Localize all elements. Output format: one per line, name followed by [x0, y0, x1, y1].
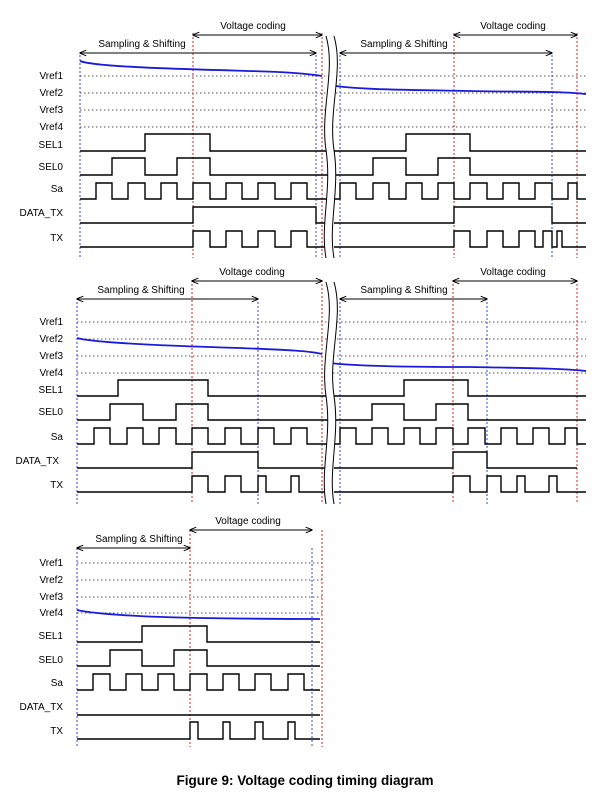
label-sa: Sa — [51, 184, 64, 195]
voltage-coding-label: Voltage coding — [219, 267, 285, 278]
voltage-curve — [329, 84, 587, 95]
time-markers — [79, 33, 578, 258]
panel-2: Vref1 Vref2 Vref3 Vref4 SEL1 SEL0 Sa DAT… — [15, 267, 587, 505]
label-data-tx: DATA_TX — [19, 208, 63, 219]
sel0-waveform — [80, 157, 586, 176]
sampling-label: Sampling & Shifting — [98, 39, 185, 50]
sampling-label: Sampling & Shifting — [360, 39, 447, 50]
sel0-waveform — [77, 649, 320, 667]
label-vref4: Vref4 — [39, 368, 63, 379]
label-tx: TX — [50, 233, 63, 244]
time-break-mark — [323, 281, 338, 505]
tx-waveform — [80, 230, 586, 248]
label-vref4: Vref4 — [39, 608, 63, 619]
voltage-coding-label: Voltage coding — [480, 21, 546, 32]
label-vref3: Vref3 — [39, 105, 63, 116]
label-sel0: SEL0 — [39, 655, 64, 666]
label-vref1: Vref1 — [39, 558, 63, 569]
time-markers — [76, 530, 323, 747]
voltage-curve — [76, 337, 323, 355]
voltage-curve — [76, 609, 321, 620]
label-vref4: Vref4 — [39, 122, 63, 133]
label-sa: Sa — [51, 678, 64, 689]
label-sel1: SEL1 — [39, 140, 64, 151]
label-tx: TX — [50, 480, 63, 491]
panel-1: Vref1 Vref2 Vref3 Vref4 SEL1 SEL0 Sa DAT… — [19, 21, 587, 259]
sel1-waveform — [80, 133, 586, 152]
time-break-mark — [323, 35, 338, 259]
label-vref2: Vref2 — [39, 88, 63, 99]
sa-waveform — [77, 427, 586, 445]
label-vref1: Vref1 — [39, 71, 63, 82]
figure-caption: Figure 9: Voltage coding timing diagram — [176, 773, 433, 788]
sel1-waveform — [77, 625, 320, 643]
sa-waveform — [80, 182, 586, 200]
time-markers — [76, 280, 578, 504]
label-vref2: Vref2 — [39, 334, 63, 345]
label-sel1: SEL1 — [39, 385, 64, 396]
label-data-tx: DATA_TX — [15, 456, 59, 467]
label-sa: Sa — [51, 432, 64, 443]
tx-waveform — [77, 721, 320, 740]
label-data-tx: DATA_TX — [19, 702, 63, 713]
label-vref3: Vref3 — [39, 351, 63, 362]
tx-waveform — [77, 475, 586, 493]
voltage-coding-label: Voltage coding — [480, 267, 546, 278]
label-sel0: SEL0 — [39, 407, 64, 418]
sampling-label: Sampling & Shifting — [95, 534, 182, 545]
sa-waveform — [77, 673, 320, 691]
label-sel0: SEL0 — [39, 162, 64, 173]
voltage-coding-label: Voltage coding — [220, 21, 286, 32]
label-tx: TX — [50, 726, 63, 737]
label-vref3: Vref3 — [39, 592, 63, 603]
sel1-waveform — [77, 379, 586, 397]
sampling-label: Sampling & Shifting — [97, 285, 184, 296]
data-tx-waveform — [77, 451, 577, 469]
label-sel1: SEL1 — [39, 631, 64, 642]
label-vref1: Vref1 — [39, 317, 63, 328]
voltage-coding-label: Voltage coding — [215, 516, 281, 527]
panel-3: Vref1 Vref2 Vref3 Vref4 SEL1 SEL0 Sa DAT… — [19, 516, 323, 747]
voltage-curve — [329, 362, 587, 372]
voltage-curve — [79, 60, 323, 77]
sel0-waveform — [77, 403, 586, 421]
data-tx-waveform — [80, 206, 586, 224]
vref-reference-lines — [77, 562, 322, 614]
label-vref2: Vref2 — [39, 575, 63, 586]
sampling-label: Sampling & Shifting — [360, 285, 447, 296]
vref-reference-lines — [77, 321, 586, 374]
